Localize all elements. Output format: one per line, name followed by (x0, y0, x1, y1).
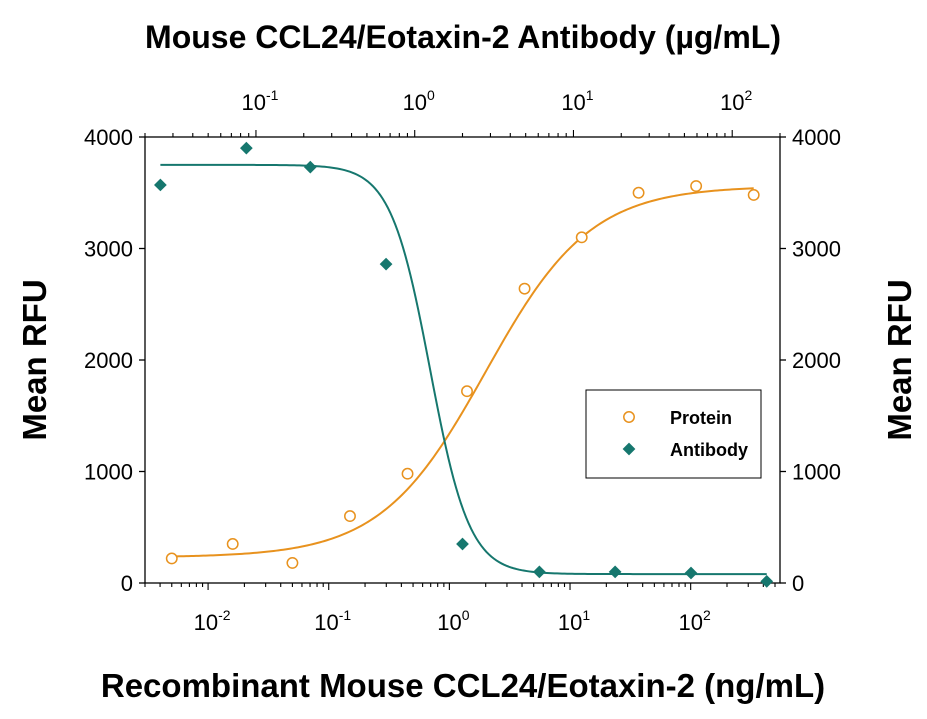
x-tick-label-top-base: 10 (720, 90, 744, 115)
x-tick-label-top-base: 10 (403, 90, 427, 115)
point-protein (461, 385, 473, 398)
point-protein (401, 467, 414, 480)
point-antibody (760, 574, 774, 588)
y-axis-title-left: Mean RFU (16, 279, 53, 440)
y-tick-label-left: 2000 (84, 348, 133, 373)
x-tick-label-bottom-base: 10 (679, 610, 703, 635)
fit-curve-protein (171, 187, 754, 558)
x-tick-label-top-exponent: -1 (266, 87, 279, 103)
legend-label-protein: Protein (670, 408, 732, 428)
y-tick-label-right: 2000 (792, 348, 841, 373)
x-tick-label-top-exponent: 0 (427, 87, 435, 103)
point-antibody (379, 257, 393, 271)
x-tick-label-top: 101 (561, 87, 593, 115)
x-tick-label-bottom: 102 (679, 607, 711, 635)
x-tick-label-top-exponent: 2 (745, 87, 753, 103)
legend: Protein Antibody (585, 389, 762, 479)
point-antibody (303, 160, 317, 174)
y-tick-label-left: 1000 (84, 460, 133, 485)
y-tick-label-left: 4000 (84, 125, 133, 150)
point-protein (575, 231, 588, 244)
x-axis-title: Recombinant Mouse CCL24/Eotaxin-2 (ng/mL… (101, 667, 825, 704)
point-antibody (154, 178, 167, 192)
point-antibody (239, 141, 253, 155)
x-tick-label-bottom-base: 10 (314, 610, 338, 635)
y-axis-title-right: Mean RFU (881, 279, 918, 440)
y-tick-label-right: 4000 (792, 125, 841, 150)
fit-curve-antibody (160, 163, 767, 576)
x-tick-label-bottom-exponent: -2 (218, 607, 231, 623)
x-tick-label-bottom-exponent: 0 (462, 607, 470, 623)
point-protein (518, 282, 531, 295)
legend-label-antibody: Antibody (670, 440, 748, 460)
point-antibody (456, 537, 469, 551)
x-tick-label-top-base: 10 (241, 90, 265, 115)
x-tick-label-bottom-exponent: 2 (703, 607, 711, 623)
x-tick-label-bottom: 101 (558, 607, 590, 635)
fit-curves (160, 163, 767, 576)
point-antibody (684, 566, 698, 580)
x-tick-label-top: 10-1 (241, 87, 278, 115)
x-tick-label-top: 102 (720, 87, 752, 115)
y-tick-label-right: 1000 (792, 460, 841, 485)
y-tick-label-left: 0 (121, 571, 133, 596)
x-tick-label-bottom-base: 10 (437, 610, 461, 635)
point-protein (226, 538, 239, 550)
point-protein (286, 556, 299, 569)
y-tick-label-right: 3000 (792, 237, 841, 262)
legend-marker-protein (623, 411, 635, 423)
point-protein (690, 180, 703, 193)
x-tick-label-bottom: 10-2 (194, 607, 231, 635)
chart-title: Mouse CCL24/Eotaxin-2 Antibody (µg/mL) (145, 19, 781, 55)
x-tick-label-top: 100 (403, 87, 435, 115)
plot-frame (144, 136, 781, 584)
x-tick-label-bottom-exponent: -1 (339, 607, 352, 623)
x-tick-label-bottom: 10-1 (314, 607, 351, 635)
y-tick-label-left: 3000 (84, 237, 133, 262)
y-tick-label-right: 0 (792, 571, 804, 596)
data-points (154, 141, 774, 588)
point-protein (344, 510, 356, 523)
x-tick-label-bottom-base: 10 (194, 610, 218, 635)
point-antibody (608, 565, 622, 579)
point-protein (165, 552, 178, 565)
x-tick-label-bottom-exponent: 1 (582, 607, 590, 623)
legend-box (585, 389, 762, 479)
x-tick-label-bottom-base: 10 (558, 610, 582, 635)
point-antibody (533, 565, 546, 579)
point-protein (747, 189, 760, 201)
x-tick-label-top-exponent: 1 (586, 87, 594, 103)
point-protein (632, 186, 645, 199)
x-tick-label-bottom: 100 (437, 607, 469, 635)
x-tick-label-top-base: 10 (561, 90, 585, 115)
